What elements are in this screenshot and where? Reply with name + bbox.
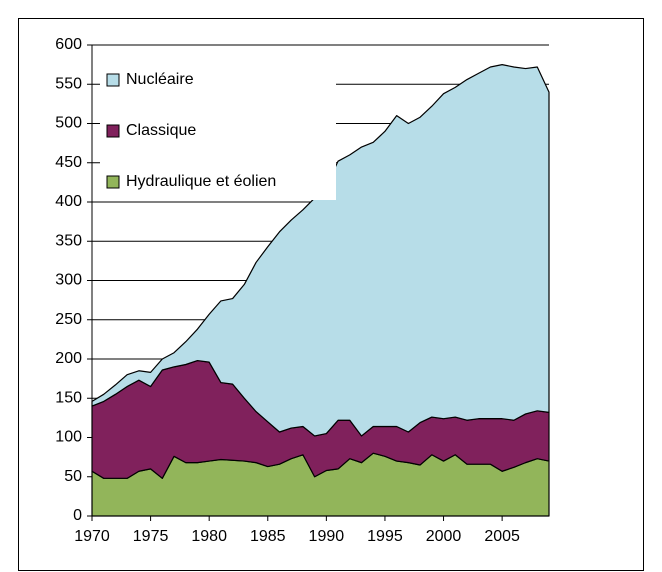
x-tick-label: 2005 xyxy=(484,528,520,545)
y-tick-label: 150 xyxy=(55,389,82,406)
x-tick-label: 2000 xyxy=(426,528,462,545)
area xyxy=(91,64,550,437)
y-tick-label: 400 xyxy=(55,193,82,210)
legend-label: Hydraulique et éolien xyxy=(126,173,276,190)
legend-swatch xyxy=(106,175,120,189)
x-tick-label: 1990 xyxy=(309,528,345,545)
legend: Nucléaire Classique Hydraulique et éolien xyxy=(100,60,336,200)
y-tick-label: 600 xyxy=(55,36,82,53)
y-tick-label: 450 xyxy=(55,154,82,171)
legend-box xyxy=(100,60,336,200)
y-tick-label: 100 xyxy=(55,429,82,446)
y-tick-label: 300 xyxy=(55,272,82,289)
legend-label: Classique xyxy=(126,122,196,139)
x-tick-label: 1975 xyxy=(133,528,169,545)
legend-swatch xyxy=(106,73,120,87)
x-tick-label: 1980 xyxy=(191,528,227,545)
y-tick-label: 550 xyxy=(55,75,82,92)
x-tick-label: 1970 xyxy=(74,528,110,545)
y-tick-label: 500 xyxy=(55,115,82,132)
y-tick-label: 200 xyxy=(55,350,82,367)
y-tick-label: 250 xyxy=(55,311,82,328)
x-tick-label: 1995 xyxy=(367,528,403,545)
legend-label: Nucléaire xyxy=(126,71,194,88)
y-tick-label: 50 xyxy=(64,468,82,485)
x-tick-label: 1985 xyxy=(250,528,286,545)
legend-swatch xyxy=(106,124,120,138)
y-tick-label: 0 xyxy=(73,507,82,524)
y-tick-label: 350 xyxy=(55,232,82,249)
